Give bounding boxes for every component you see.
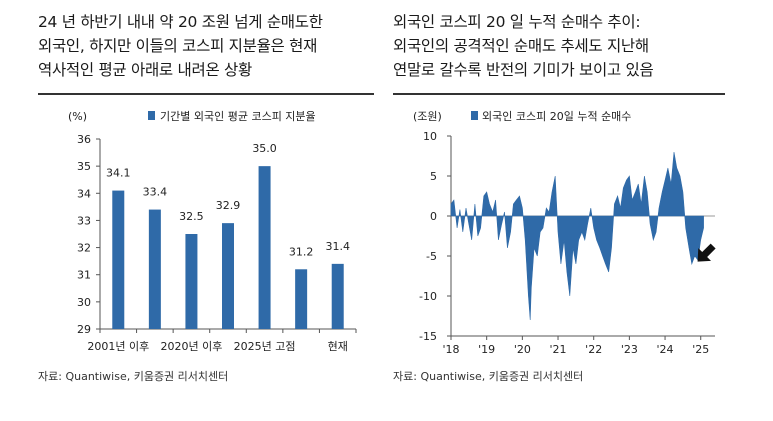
y-tick-label: 5	[430, 170, 437, 183]
left-headline-rule	[38, 93, 374, 95]
bar-1	[112, 190, 125, 329]
right-headline-line-1: 외국인 코스피 20 일 누적 순매수 추이:	[393, 13, 641, 31]
legend-label: 기간별 외국인 평균 코스피 지분율	[160, 110, 316, 123]
x-tick-label: '21	[550, 343, 567, 356]
x-tick-label: 현재	[328, 340, 348, 353]
y-tick-label: 0	[430, 210, 437, 223]
right-source: 자료: Quantiwise, 키움증권 리서치센터	[393, 370, 584, 383]
bar-value-label: 31.2	[289, 245, 314, 258]
x-tick-label: 2001년 이후	[87, 340, 149, 353]
bar-5	[258, 166, 271, 329]
y-tick-label: 29	[77, 323, 91, 336]
bar-value-label: 32.9	[216, 199, 241, 212]
right-headline-rule	[393, 93, 725, 95]
x-tick-label: '24	[657, 343, 674, 356]
annotation-arrow	[697, 243, 716, 262]
left-headline-line-2: 외국인, 하지만 이들의 코스피 지분율은 현재	[38, 37, 318, 55]
left-headline-line-1: 24 년 하반기 내내 약 20 조원 넘게 순매도한	[38, 13, 323, 31]
x-tick-label: '18	[442, 343, 459, 356]
y-tick-label: 33	[77, 214, 91, 227]
y-tick-label: -5	[426, 250, 437, 263]
x-tick-label: '20	[514, 343, 531, 356]
bar-4	[222, 223, 234, 329]
left-source: 자료: Quantiwise, 키움증권 리서치센터	[38, 370, 229, 383]
right-headline-line-2: 외국인의 공격적인 순매도 추세도 지난해	[393, 37, 649, 55]
y-tick-label: -15	[419, 330, 437, 343]
y-tick-label: 10	[423, 130, 437, 143]
y-tick-label: 31	[77, 269, 91, 282]
y-unit-label: (조원)	[413, 110, 442, 123]
bar-value-label: 31.4	[325, 240, 350, 253]
bar-7	[331, 263, 344, 329]
bar-2	[148, 209, 161, 329]
x-tick-label: 2025년 고점	[234, 340, 296, 353]
y-unit-label: (%)	[68, 110, 87, 123]
bar-value-label: 33.4	[143, 186, 168, 199]
y-tick-label: 36	[77, 133, 91, 146]
ownership-bar-chart: (%) 기간별 외국인 평균 코스피 지분율 29 30 31 32 33 34 35 36 34.…	[68, 110, 357, 353]
annotation-arrow-shape	[697, 243, 716, 262]
left-headline-line-3: 역사적인 평균 아래로 내려온 상황	[38, 61, 252, 79]
bar-value-label: 35.0	[252, 142, 276, 155]
bar-value-label: 34.1	[106, 167, 130, 180]
left-headline: 24 년 하반기 내내 약 20 조원 넘게 순매도한 외국인, 하지만 이들의…	[38, 10, 323, 82]
y-tick-label: -10	[419, 290, 437, 303]
bar-value-label: 32.5	[179, 210, 204, 223]
x-tick-label: '23	[621, 343, 638, 356]
legend-label: 외국인 코스피 20일 누적 순매수	[482, 109, 631, 123]
right-headline: 외국인 코스피 20 일 누적 순매수 추이: 외국인의 공격적인 순매도 추세…	[393, 10, 654, 82]
x-tick-label: 2020년 이후	[160, 340, 222, 353]
legend-swatch	[148, 111, 155, 120]
bar-3	[185, 234, 198, 329]
x-tick-label: '22	[585, 343, 602, 356]
net-buying-area-series	[450, 151, 704, 321]
y-tick-label: 32	[77, 242, 91, 255]
y-tick-label: 35	[77, 160, 91, 173]
y-tick-label: 34	[77, 187, 91, 200]
y-tick-label: 30	[77, 296, 91, 309]
net-buying-area-chart: (조원) 외국인 코스피 20일 누적 순매수 -15 -10 -5 0 5 10 '18 '19…	[413, 109, 716, 356]
right-headline-line-3: 연말로 갈수록 반전의 기미가 보이고 있음	[393, 61, 654, 79]
legend-swatch	[471, 111, 478, 120]
x-tick-label: '19	[478, 343, 495, 356]
x-tick-label: '25	[692, 343, 709, 356]
bar-6	[295, 269, 308, 329]
